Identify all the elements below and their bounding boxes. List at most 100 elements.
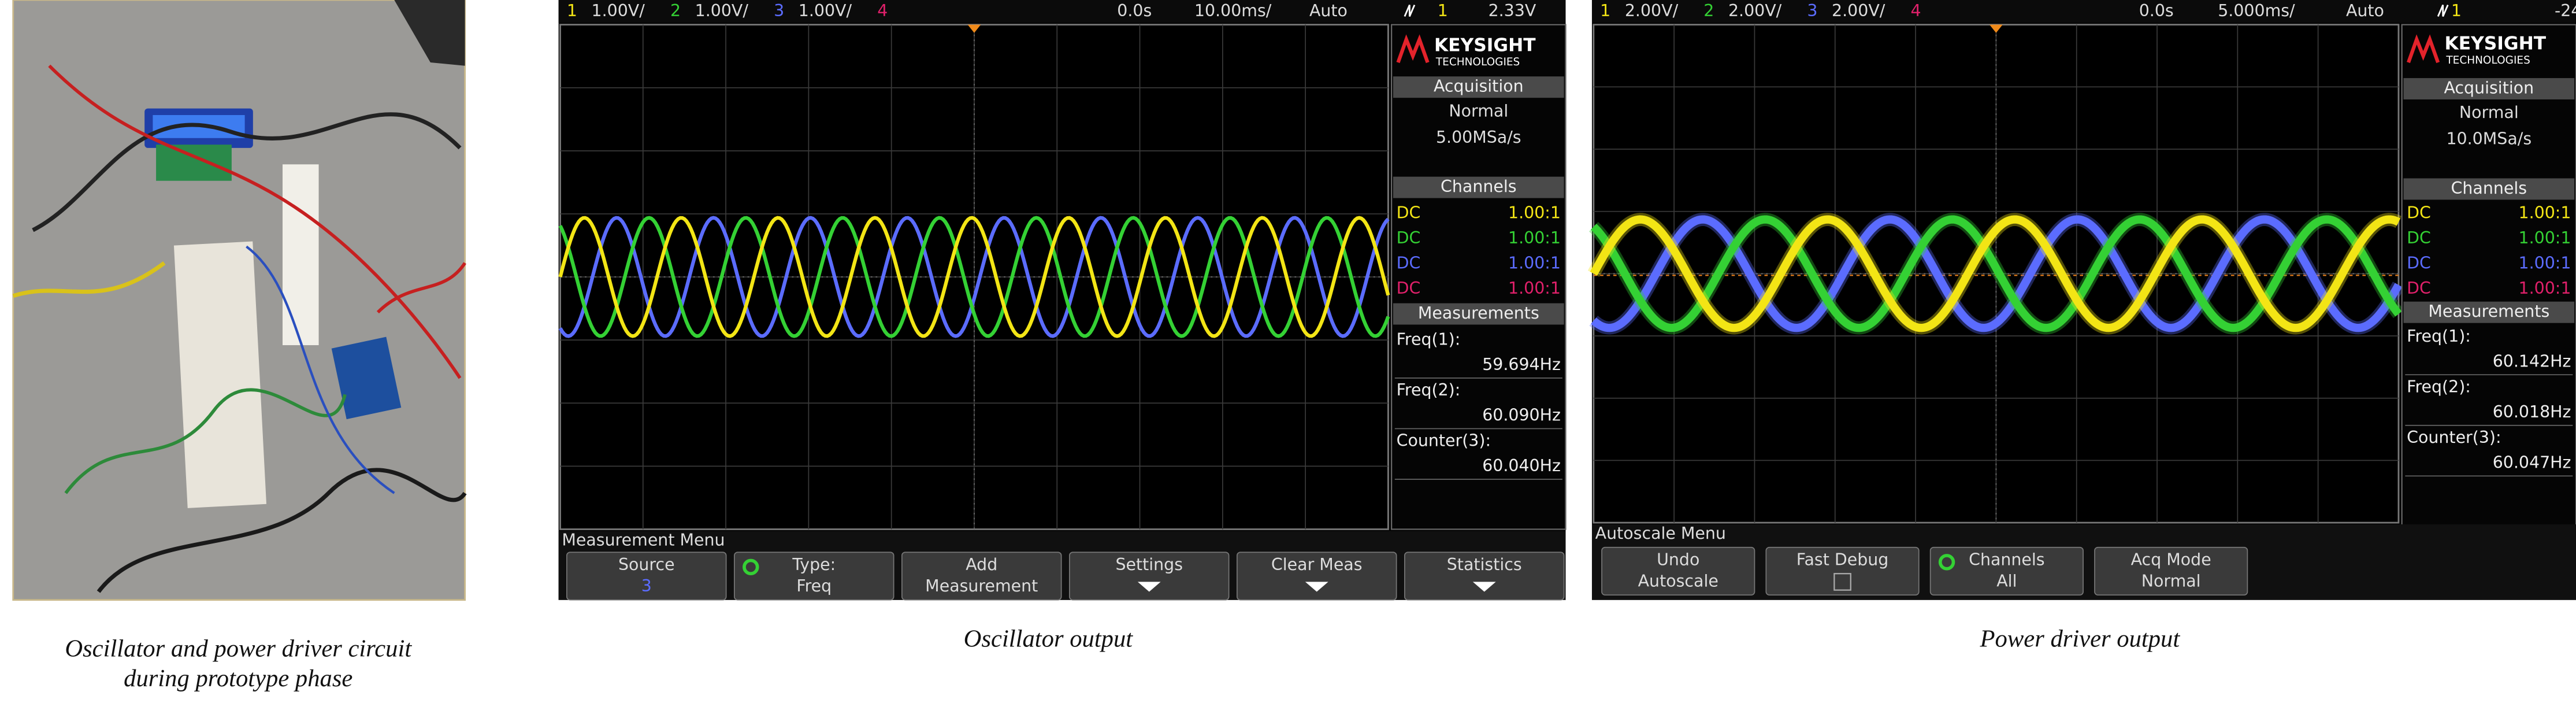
panel-header <box>2403 178 2575 200</box>
panel-header <box>1393 176 1564 198</box>
brand-subtitle: TECHNOLOGIES <box>2445 54 2530 66</box>
softkey-label: Clear Meas <box>1271 555 1363 574</box>
channel-probe: 1.00:1 <box>1508 279 1561 298</box>
photo-border <box>12 0 466 601</box>
softkey <box>901 552 1062 601</box>
wire <box>12 261 166 298</box>
oscilloscope-screen: 1 1.00V/2 1.00V/3 1.00V/4 0.0s 10.00ms/Auto 1 2… <box>558 0 1567 601</box>
softkey-label: Settings <box>1115 555 1183 574</box>
panel-header-text: Acquisition <box>2444 79 2534 98</box>
photo-object <box>394 0 465 66</box>
softkey-value: Freq <box>796 576 832 595</box>
acquisition-rate: 5.00MSa/s <box>1436 128 1521 147</box>
measurement-value: 59.694Hz <box>1482 355 1561 374</box>
softkey-value: Measurement <box>925 576 1038 595</box>
wire <box>376 262 466 314</box>
trigger-icon <box>1404 4 1416 17</box>
keysight-logo <box>1396 34 1430 64</box>
panel-header-text: Acquisition <box>1434 77 1524 96</box>
channel-scale: 1.00V/ <box>695 1 749 20</box>
softkey <box>1404 552 1565 601</box>
acquisition-mode: Normal <box>2459 103 2519 122</box>
measurement-value: 60.018Hz <box>2493 402 2571 421</box>
channel-coupling: DC <box>1397 254 1421 273</box>
channel-probe: 1.00:1 <box>2519 279 2571 298</box>
softkey-checkbox <box>1833 573 1851 591</box>
trigger-marker <box>967 24 981 33</box>
trigger-source: 1 <box>1438 1 1448 20</box>
waveform <box>1591 215 2403 332</box>
softkey <box>1765 546 1920 596</box>
side-panel <box>1390 24 1567 530</box>
softkey-value: Autoscale <box>1638 571 1718 590</box>
terminal-strip <box>283 164 319 346</box>
channel-number: 2 <box>1703 1 1714 20</box>
panel-header <box>2403 78 2575 100</box>
measurement-value: 60.040Hz <box>1482 456 1561 475</box>
brand-name: KEYSIGHT <box>1434 35 1536 56</box>
softkey-arrow <box>1472 582 1496 592</box>
acquisition-mode: Normal <box>1449 101 1508 120</box>
softkey <box>1929 546 2084 596</box>
channel-scale: 1.00V/ <box>799 1 852 20</box>
channel-number: 1 <box>1600 1 1610 20</box>
measurement-value: 60.047Hz <box>2493 453 2571 472</box>
channel-coupling: DC <box>1397 228 1421 247</box>
wire <box>246 245 395 494</box>
top-bar <box>558 0 1566 23</box>
channel-coupling: DC <box>1397 279 1421 298</box>
caption: Power driver output <box>1980 626 2181 653</box>
top-bar <box>1591 0 2576 23</box>
channel-number: 3 <box>774 1 784 20</box>
caption: Oscillator output <box>964 626 1134 653</box>
time-reference: 0.0s <box>2139 1 2174 20</box>
time-scale: 10.00ms/ <box>1194 1 1272 20</box>
panel-header-text: Measurements <box>1418 304 1539 323</box>
trigger-mode: Auto <box>2346 1 2384 20</box>
softkey <box>734 552 894 601</box>
channel-probe: 1.00:1 <box>2519 228 2571 247</box>
channel-coupling: DC <box>2407 279 2431 298</box>
caption: Oscillator and power driver circuit <box>65 635 412 663</box>
channel-probe: 1.00:1 <box>1508 228 1561 247</box>
caption: during prototype phase <box>124 665 352 692</box>
measurement-value: 60.090Hz <box>1482 406 1561 425</box>
measurement-label: Freq(2): <box>2407 377 2471 396</box>
trigger-level: 2.33V <box>1489 1 1536 20</box>
oscilloscope-screen: 1 2.00V/2 2.00V/3 2.00V/4 0.0s 5.000ms/Auto 1 -… <box>1587 0 2576 600</box>
softkey-label: Source <box>618 555 675 574</box>
softkey-icon <box>1938 554 1955 571</box>
measurement-label: Counter(3): <box>2407 428 2501 447</box>
channel-number: 4 <box>1911 1 1921 20</box>
channel-probe: 1.00:1 <box>1508 254 1561 273</box>
pcb <box>156 145 232 181</box>
brand-name: KEYSIGHT <box>2445 34 2547 54</box>
softkey-label: Statistics <box>1447 555 1522 574</box>
time-scale: 5.000ms/ <box>2218 1 2295 20</box>
driver-board <box>331 336 402 420</box>
softkey-value: 3 <box>641 576 652 595</box>
channel-number: 4 <box>877 1 888 20</box>
panel-header <box>1393 303 1564 325</box>
panel-header-text: Channels <box>1441 177 1517 196</box>
waveform <box>1590 215 2401 332</box>
softkey-arrow <box>1137 582 1161 592</box>
channel-coupling: DC <box>1397 204 1421 223</box>
wire <box>64 388 347 494</box>
channel-probe: 1.00:1 <box>2519 254 2571 273</box>
channel-probe: 1.00:1 <box>2519 204 2571 223</box>
channel-coupling: DC <box>2407 254 2431 273</box>
prototype-photo <box>12 0 467 601</box>
channel-number: 2 <box>670 1 681 20</box>
softkey <box>1237 552 1397 601</box>
menu-title: Measurement Menu <box>562 530 725 549</box>
softkey-label: Add <box>966 555 997 574</box>
channel-coupling: DC <box>2407 228 2431 247</box>
panel-header-text: Measurements <box>2428 302 2549 321</box>
softkey <box>2094 546 2248 596</box>
trigger-source: 1 <box>2451 1 2462 20</box>
softkey <box>1069 552 1230 601</box>
breadboard <box>173 241 267 508</box>
